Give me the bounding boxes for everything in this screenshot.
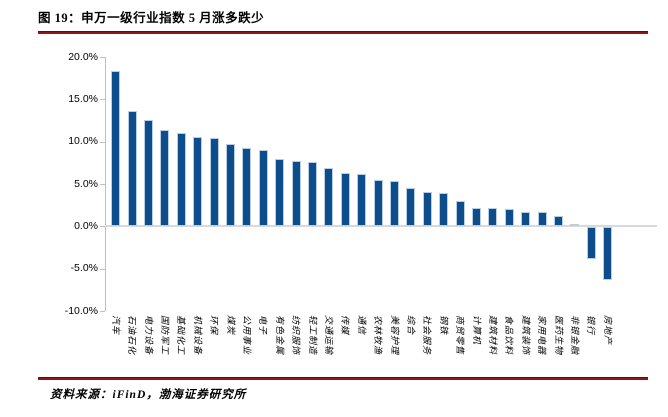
x-axis-label: 社会服务: [422, 315, 433, 356]
bar: [308, 161, 317, 227]
bar: [554, 216, 563, 227]
zero-baseline: [105, 225, 657, 228]
bar: [193, 136, 203, 227]
bar: [176, 133, 186, 227]
bar: [324, 167, 334, 227]
bar: [488, 207, 498, 227]
bar-chart-plot-area: [100, 57, 657, 312]
x-axis-label: 钢铁: [438, 315, 449, 336]
x-axis-label: 农林牧渔: [373, 315, 384, 356]
x-axis-label: 计算机: [471, 315, 482, 346]
x-axis-label: 电力设备: [143, 315, 154, 356]
x-axis-label: 煤炭: [225, 315, 236, 336]
bar: [570, 223, 580, 227]
y-axis-tick: [100, 184, 105, 185]
y-axis-line: [105, 57, 106, 311]
bar: [291, 161, 301, 227]
y-axis-tick: [100, 226, 105, 228]
bar: [275, 159, 285, 227]
x-axis-label: 有色金属: [274, 315, 285, 356]
x-axis-label: 食品饮料: [504, 315, 515, 356]
bar: [127, 111, 137, 227]
y-axis-tick-label: 10.0%: [68, 135, 98, 148]
bar: [144, 119, 153, 227]
x-axis-label: 轻工制造: [307, 315, 318, 356]
title-divider-line: [38, 31, 648, 34]
x-axis-label: 环保: [209, 315, 220, 336]
y-axis-tick-label: 15.0%: [68, 92, 98, 105]
bar: [504, 209, 514, 227]
x-axis-label: 电子: [258, 315, 269, 336]
x-axis-label: 传媒: [340, 315, 351, 336]
y-axis-tick: [100, 268, 105, 270]
x-axis-label: 石油石化: [127, 315, 138, 356]
y-axis-tick-label: 0.0%: [74, 219, 98, 232]
bar: [340, 172, 350, 227]
bar: [111, 70, 121, 227]
y-axis-tick-label: -10.0%: [64, 304, 98, 317]
y-axis-tick: [100, 311, 105, 312]
bar: [242, 148, 252, 227]
x-axis-label: 国防军工: [159, 315, 170, 356]
x-axis-label: 非银金融: [569, 315, 580, 356]
bar: [226, 144, 235, 227]
x-axis-label: 纺织服饰: [291, 315, 302, 356]
y-axis-labels: 20.0% 15.0% 10.0% 5.0% 0.0% -5.0% -10.0%: [30, 51, 98, 317]
y-axis-tick-label: 5.0%: [74, 177, 98, 190]
figure-title: 图 19：申万一级行业指数 5 月涨多跌少: [38, 11, 265, 25]
x-axis-label: 基础化工: [176, 315, 187, 356]
bar: [472, 207, 481, 227]
x-axis-label: 商贸零售: [455, 315, 466, 356]
x-axis-label: 银行: [586, 315, 597, 336]
y-axis-tick-label: 20.0%: [68, 50, 98, 63]
x-axis-label: 房地产: [602, 315, 613, 346]
x-axis-label: 公用事业: [241, 315, 252, 356]
x-axis-label: 综合: [405, 315, 416, 336]
x-axis-label: 美容护理: [389, 315, 400, 356]
bar: [258, 150, 268, 227]
y-axis-tick: [100, 141, 105, 143]
bar: [603, 227, 613, 280]
x-axis-label: 交通运输: [323, 315, 334, 356]
x-axis-label: 机械设备: [192, 315, 203, 356]
bar: [537, 211, 547, 227]
bar: [521, 211, 531, 227]
y-axis-tick-label: -5.0%: [70, 262, 98, 275]
x-axis-label: 建筑装饰: [520, 315, 531, 356]
x-axis-labels: 汽车 石油石化 电力设备 国防军工 基础化工 机械设备 环保 煤炭 公用事业 电子 有色金属 纺织服饰…: [105, 315, 657, 377]
x-axis-label: 医药生物: [553, 315, 564, 356]
x-axis-label: 家用电器: [537, 315, 548, 356]
bar: [160, 129, 170, 227]
bar: [586, 227, 596, 259]
x-axis-label: 通信: [356, 315, 367, 336]
source-note: 资料来源：iFinD，渤海证券研究所: [50, 389, 247, 401]
x-axis-label: 建筑材料: [487, 315, 498, 356]
bar: [373, 179, 383, 227]
bar: [439, 193, 449, 227]
bar: [455, 200, 465, 227]
bar: [422, 191, 432, 227]
bar: [390, 180, 399, 227]
bar: [406, 188, 416, 227]
bar: [357, 173, 367, 227]
footer-divider-line: [38, 377, 648, 380]
x-axis-label: 汽车: [110, 315, 121, 336]
bar: [209, 138, 219, 227]
y-axis-tick: [100, 57, 105, 58]
y-axis-tick: [100, 99, 105, 101]
